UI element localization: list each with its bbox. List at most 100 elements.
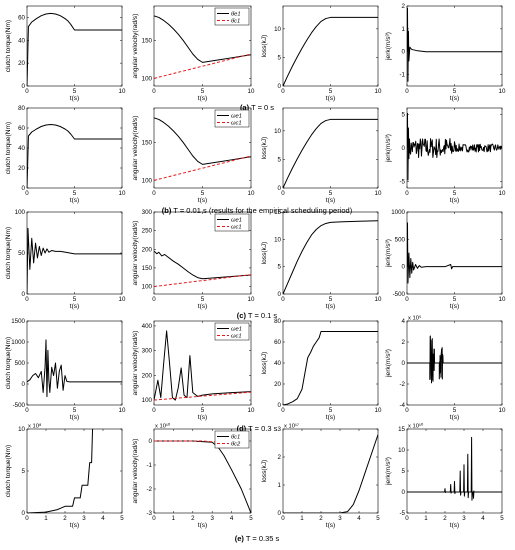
series-line-0: [154, 117, 251, 165]
y-tick-label: 250: [142, 228, 153, 235]
x-tick-label: 0: [281, 88, 285, 95]
y-tick-label: 80: [18, 105, 25, 112]
y-axis-label: clutch torque(Nm): [5, 337, 12, 389]
y-tick-label: 60: [18, 125, 25, 132]
series-line-0: [154, 330, 251, 401]
axis-multiplier: x 10⁸: [28, 423, 42, 430]
x-tick-label: 10: [375, 407, 382, 414]
x-tick-label: 2: [63, 515, 67, 522]
x-tick-label: 5: [249, 515, 253, 522]
y-tick-label: 20: [18, 165, 25, 172]
legend-label: θ̇c1: [231, 19, 240, 25]
y-axis-label: jerk(m/s³): [385, 32, 392, 61]
x-axis-label: t(s): [326, 197, 336, 204]
y-axis-label: loss(kJ): [261, 352, 268, 375]
series-line-0: [27, 12, 122, 86]
y-tick-label: 15: [398, 426, 405, 433]
x-tick-label: 5: [201, 296, 205, 303]
x-tick-label: 0: [152, 407, 156, 414]
x-tick-label: 5: [73, 88, 77, 95]
series-line-1: [154, 440, 219, 443]
x-tick-label: 5: [329, 407, 333, 414]
y-tick-label: 15: [274, 209, 281, 216]
series-line-0: [407, 436, 502, 501]
y-tick-label: 100: [142, 397, 153, 404]
series-line-0: [283, 118, 378, 188]
x-tick-label: 5: [201, 88, 205, 95]
caption-d: (d) T = 0.3 s: [237, 424, 278, 433]
x-tick-label: 0: [405, 515, 409, 522]
x-axis-label: t(s): [450, 414, 460, 421]
plot-area: [407, 7, 502, 82]
y-tick-label: 40: [18, 37, 25, 44]
x-tick-label: 1: [424, 515, 428, 522]
axes-frame: [26, 107, 123, 189]
axes-frame: [26, 211, 123, 295]
y-tick-label: 0: [22, 510, 26, 517]
x-tick-label: 0: [281, 190, 285, 197]
x-tick-label: 5: [453, 407, 457, 414]
y-tick-label: 0: [402, 264, 406, 271]
axes-frame: [406, 5, 503, 87]
panel-d3: 0 5 10 0 20 40 60 80 t(s) loss(kJ): [261, 318, 382, 421]
x-axis-label: t(s): [198, 303, 208, 310]
plot-area: [154, 330, 251, 401]
x-tick-label: 1: [300, 515, 304, 522]
panel-b2: 0 5 10 100 150 t(s) angular velocity(rad/s) ωe1…: [132, 107, 255, 204]
series-line-0: [407, 335, 502, 384]
plot-area: [407, 112, 502, 181]
x-axis-label: t(s): [198, 414, 208, 421]
y-axis-label: angular velocity(rad/s): [132, 221, 139, 286]
y-tick-label: 2: [402, 339, 406, 346]
plot-area: [283, 220, 378, 294]
y-tick-label: 0: [402, 489, 406, 496]
series-line-1: [154, 155, 251, 181]
legend-label: θ̇c2: [231, 442, 241, 448]
plot-area: [283, 434, 378, 513]
y-tick-label: 10: [274, 26, 281, 33]
legend: θ̇c1θ̇c2: [214, 430, 250, 449]
axes-frame: [26, 320, 123, 406]
x-tick-label: 10: [248, 296, 255, 303]
x-tick-label: 5: [201, 407, 205, 414]
x-tick-label: 3: [82, 515, 86, 522]
y-tick-label: 400: [142, 323, 153, 330]
x-tick-label: 0: [25, 88, 29, 95]
panel-b3: 0 5 10 0 5 10 t(s) loss(kJ): [261, 107, 382, 204]
x-tick-label: 10: [499, 407, 506, 414]
x-tick-label: 2: [191, 515, 195, 522]
y-tick-label: -3: [146, 510, 152, 517]
y-tick-label: 200: [142, 246, 153, 253]
x-axis-label: t(s): [450, 197, 460, 204]
x-tick-label: 1: [44, 515, 48, 522]
x-tick-label: 5: [329, 190, 333, 197]
x-axis-label: t(s): [450, 303, 460, 310]
panel-c2: 0 5 10 100 150 200 250 300 t(s) angular velocity(…: [132, 209, 255, 310]
x-axis-label: t(s): [70, 303, 80, 310]
series-line-0: [283, 331, 378, 405]
y-tick-label: 300: [142, 348, 153, 355]
x-axis-label: t(s): [198, 522, 208, 529]
series-line-0: [283, 16, 378, 86]
plot-area: [154, 117, 251, 181]
caption-a: (a) T = 0 s: [240, 103, 274, 112]
axis-multiplier: x 10⁵: [408, 315, 422, 322]
y-tick-label: 1000: [391, 209, 405, 216]
x-axis-label: t(s): [326, 414, 336, 421]
y-tick-label: 150: [142, 265, 153, 272]
x-tick-label: 10: [499, 190, 506, 197]
plot-area: [27, 12, 122, 86]
axes-frame: [282, 5, 379, 87]
x-tick-label: 1: [172, 515, 176, 522]
y-tick-label: -2: [399, 381, 405, 388]
series-line-0: [154, 250, 251, 280]
y-tick-label: 1500: [11, 318, 25, 325]
y-tick-label: 100: [142, 177, 153, 184]
x-tick-label: 10: [248, 88, 255, 95]
x-axis-label: t(s): [326, 95, 336, 102]
x-tick-label: 10: [119, 296, 126, 303]
